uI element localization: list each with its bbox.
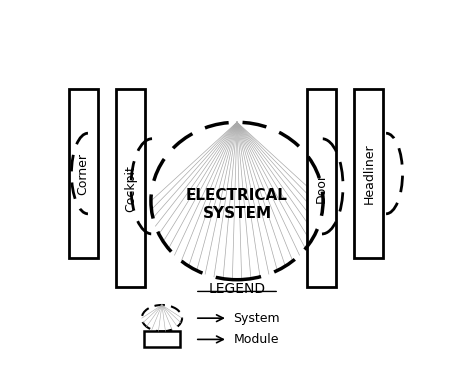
Text: LEGEND: LEGEND	[209, 282, 265, 296]
Text: Module: Module	[233, 333, 279, 346]
Bar	[116, 89, 146, 287]
Text: Corner: Corner	[77, 152, 90, 194]
Bar	[144, 331, 180, 348]
Text: Headliner: Headliner	[362, 143, 375, 204]
Bar	[69, 89, 98, 258]
Bar	[354, 89, 383, 258]
Ellipse shape	[142, 305, 182, 331]
Text: ELECTRICAL
SYSTEM: ELECTRICAL SYSTEM	[186, 189, 288, 221]
Text: Door: Door	[315, 173, 328, 203]
Text: Cockpit: Cockpit	[124, 165, 137, 211]
Bar	[307, 89, 336, 287]
Text: System: System	[233, 312, 280, 325]
